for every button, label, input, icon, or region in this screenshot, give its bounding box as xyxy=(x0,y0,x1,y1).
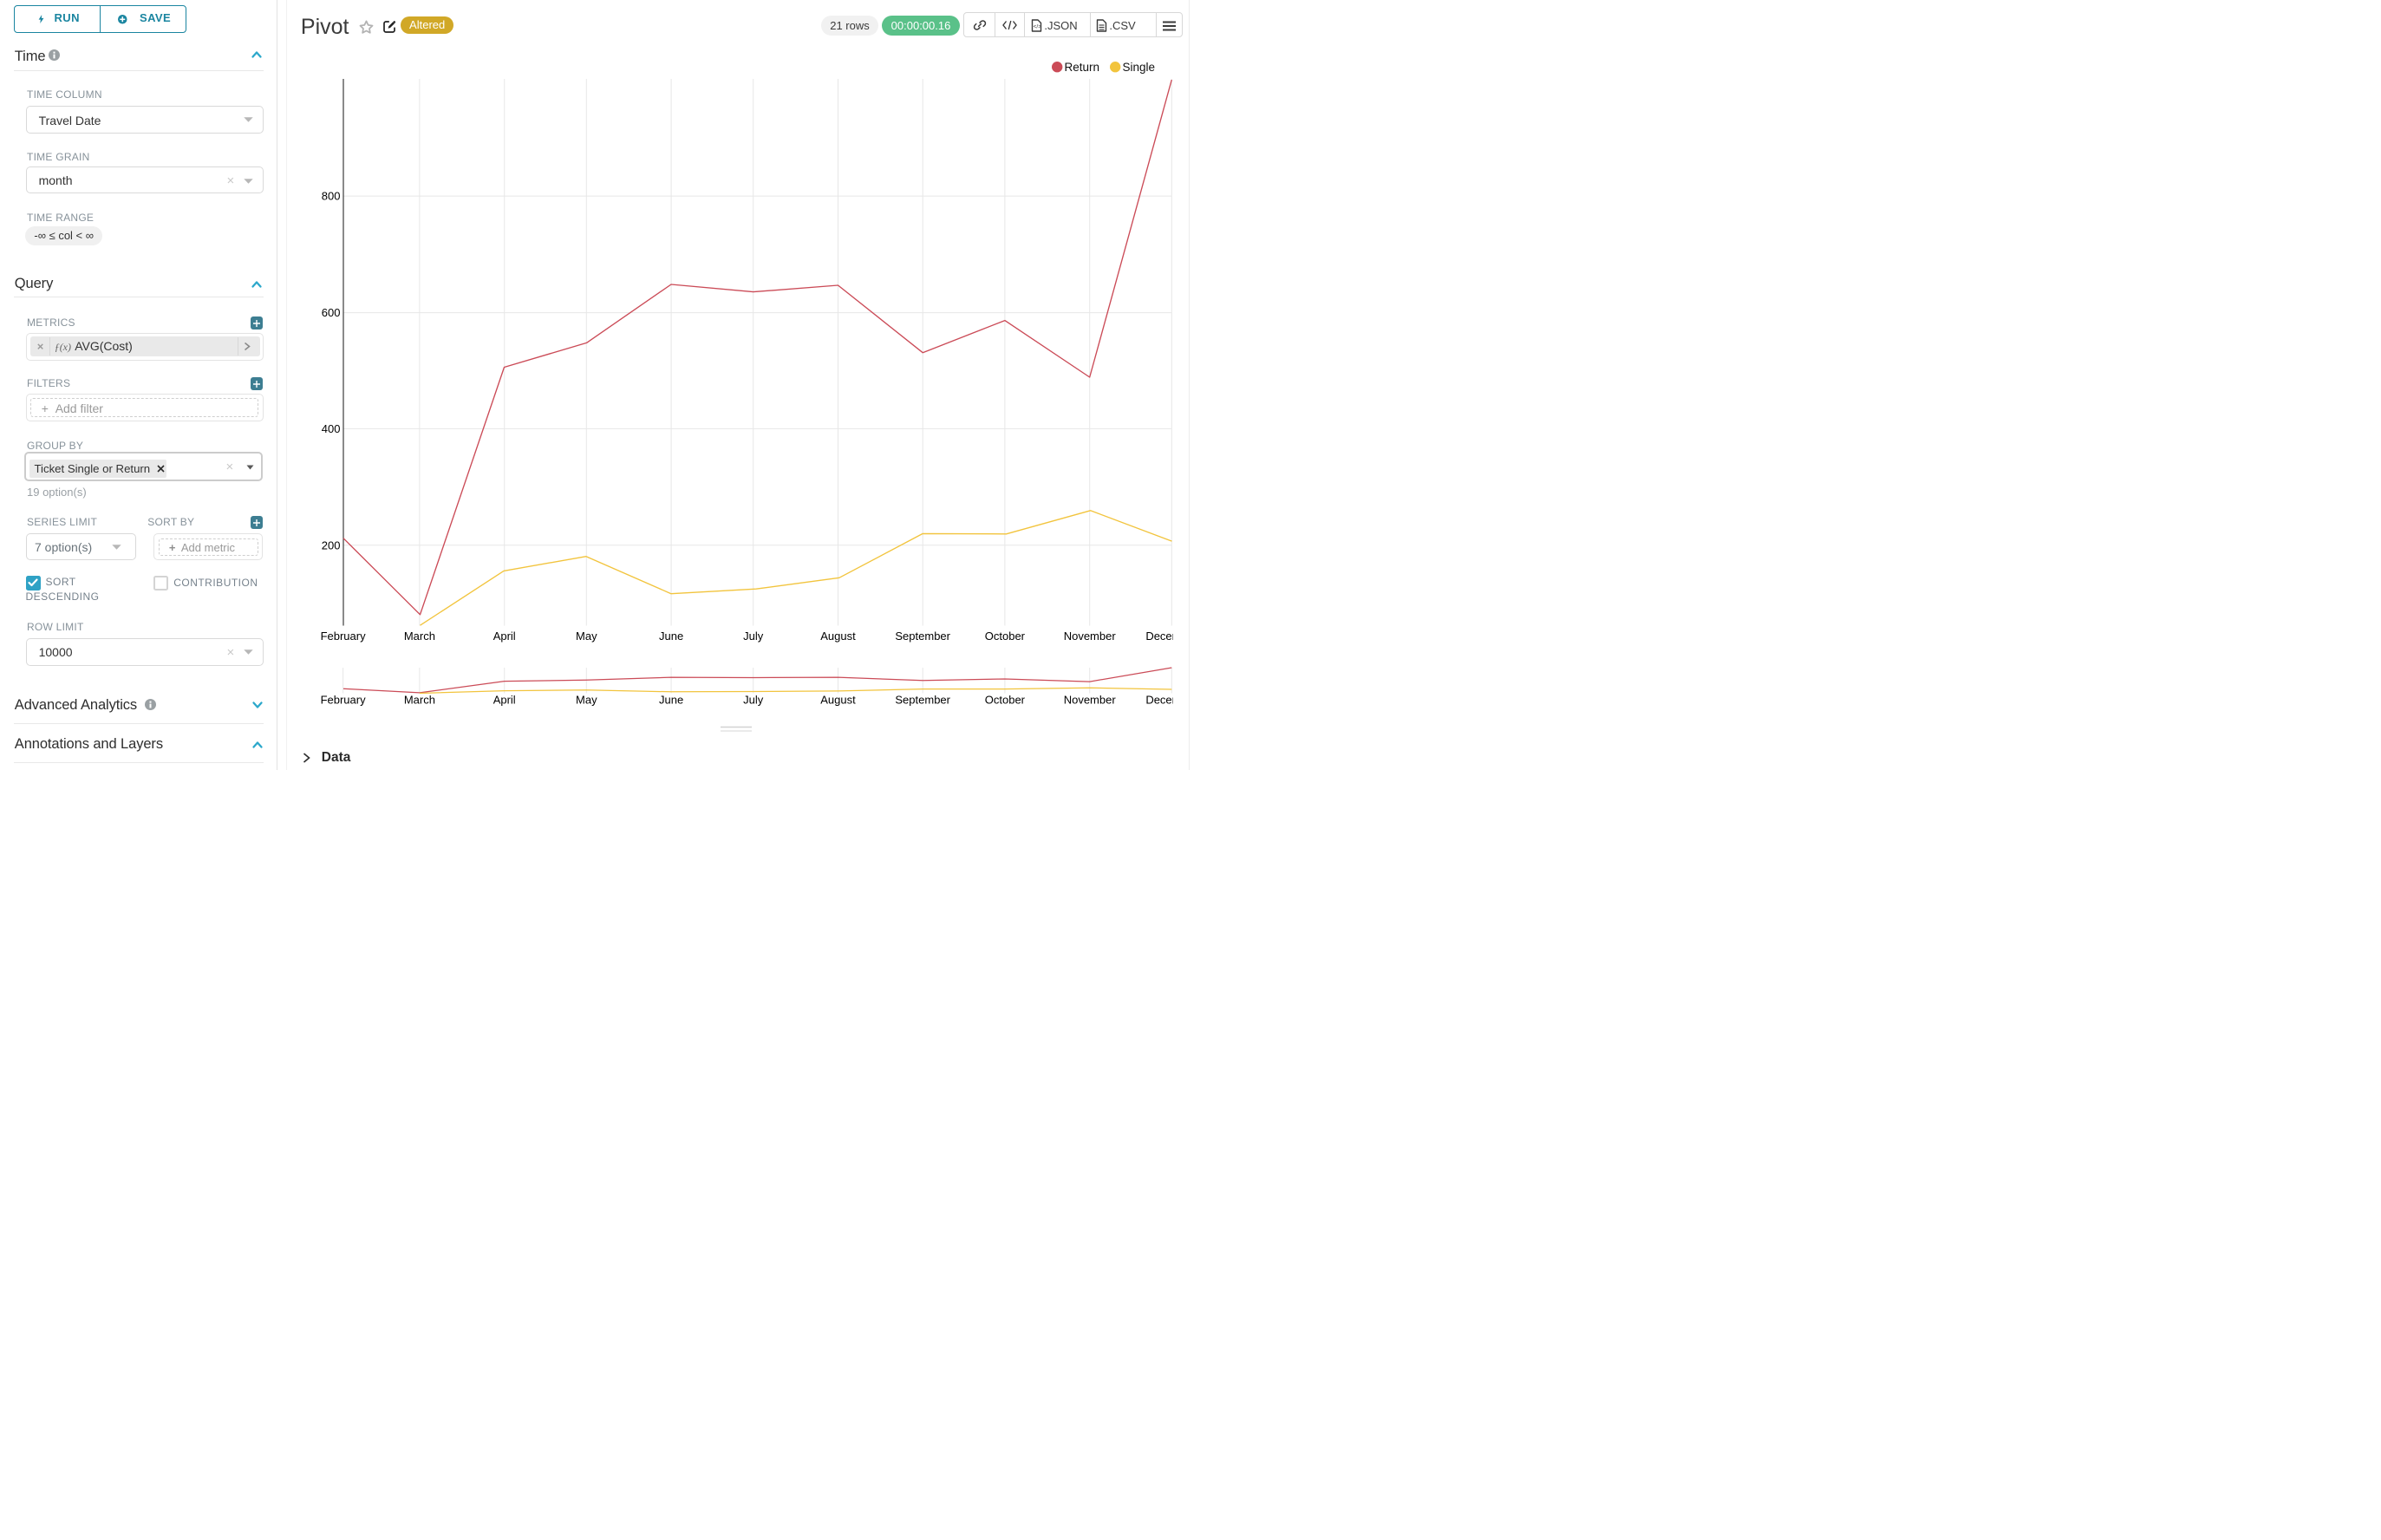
svg-text:June: June xyxy=(659,694,683,707)
svg-text:Return: Return xyxy=(1065,61,1100,74)
svg-text:August: August xyxy=(820,630,856,643)
svg-text:800: 800 xyxy=(322,190,341,203)
svg-text:December: December xyxy=(1145,694,1172,707)
svg-text:April: April xyxy=(493,630,516,643)
svg-text:600: 600 xyxy=(322,306,341,319)
svg-text:May: May xyxy=(576,630,597,643)
svg-text:400: 400 xyxy=(322,422,341,435)
svg-text:September: September xyxy=(895,694,950,707)
svg-text:November: November xyxy=(1064,694,1117,707)
svg-text:August: August xyxy=(820,694,856,707)
svg-text:March: March xyxy=(404,630,435,643)
svg-text:June: June xyxy=(659,630,683,643)
svg-text:March: March xyxy=(404,694,435,707)
svg-text:October: October xyxy=(985,630,1026,643)
svg-text:April: April xyxy=(493,694,516,707)
svg-text:</>: </> xyxy=(1034,24,1042,30)
svg-text:February: February xyxy=(321,694,367,707)
svg-text:February: February xyxy=(321,630,367,643)
svg-text:200: 200 xyxy=(322,538,341,551)
svg-text:September: September xyxy=(895,630,950,643)
svg-text:May: May xyxy=(576,694,597,707)
svg-text:Single: Single xyxy=(1123,61,1156,74)
svg-text:December: December xyxy=(1145,630,1172,643)
svg-text:November: November xyxy=(1064,630,1117,643)
svg-text:July: July xyxy=(743,694,764,707)
svg-text:October: October xyxy=(985,694,1026,707)
svg-text:July: July xyxy=(743,630,764,643)
